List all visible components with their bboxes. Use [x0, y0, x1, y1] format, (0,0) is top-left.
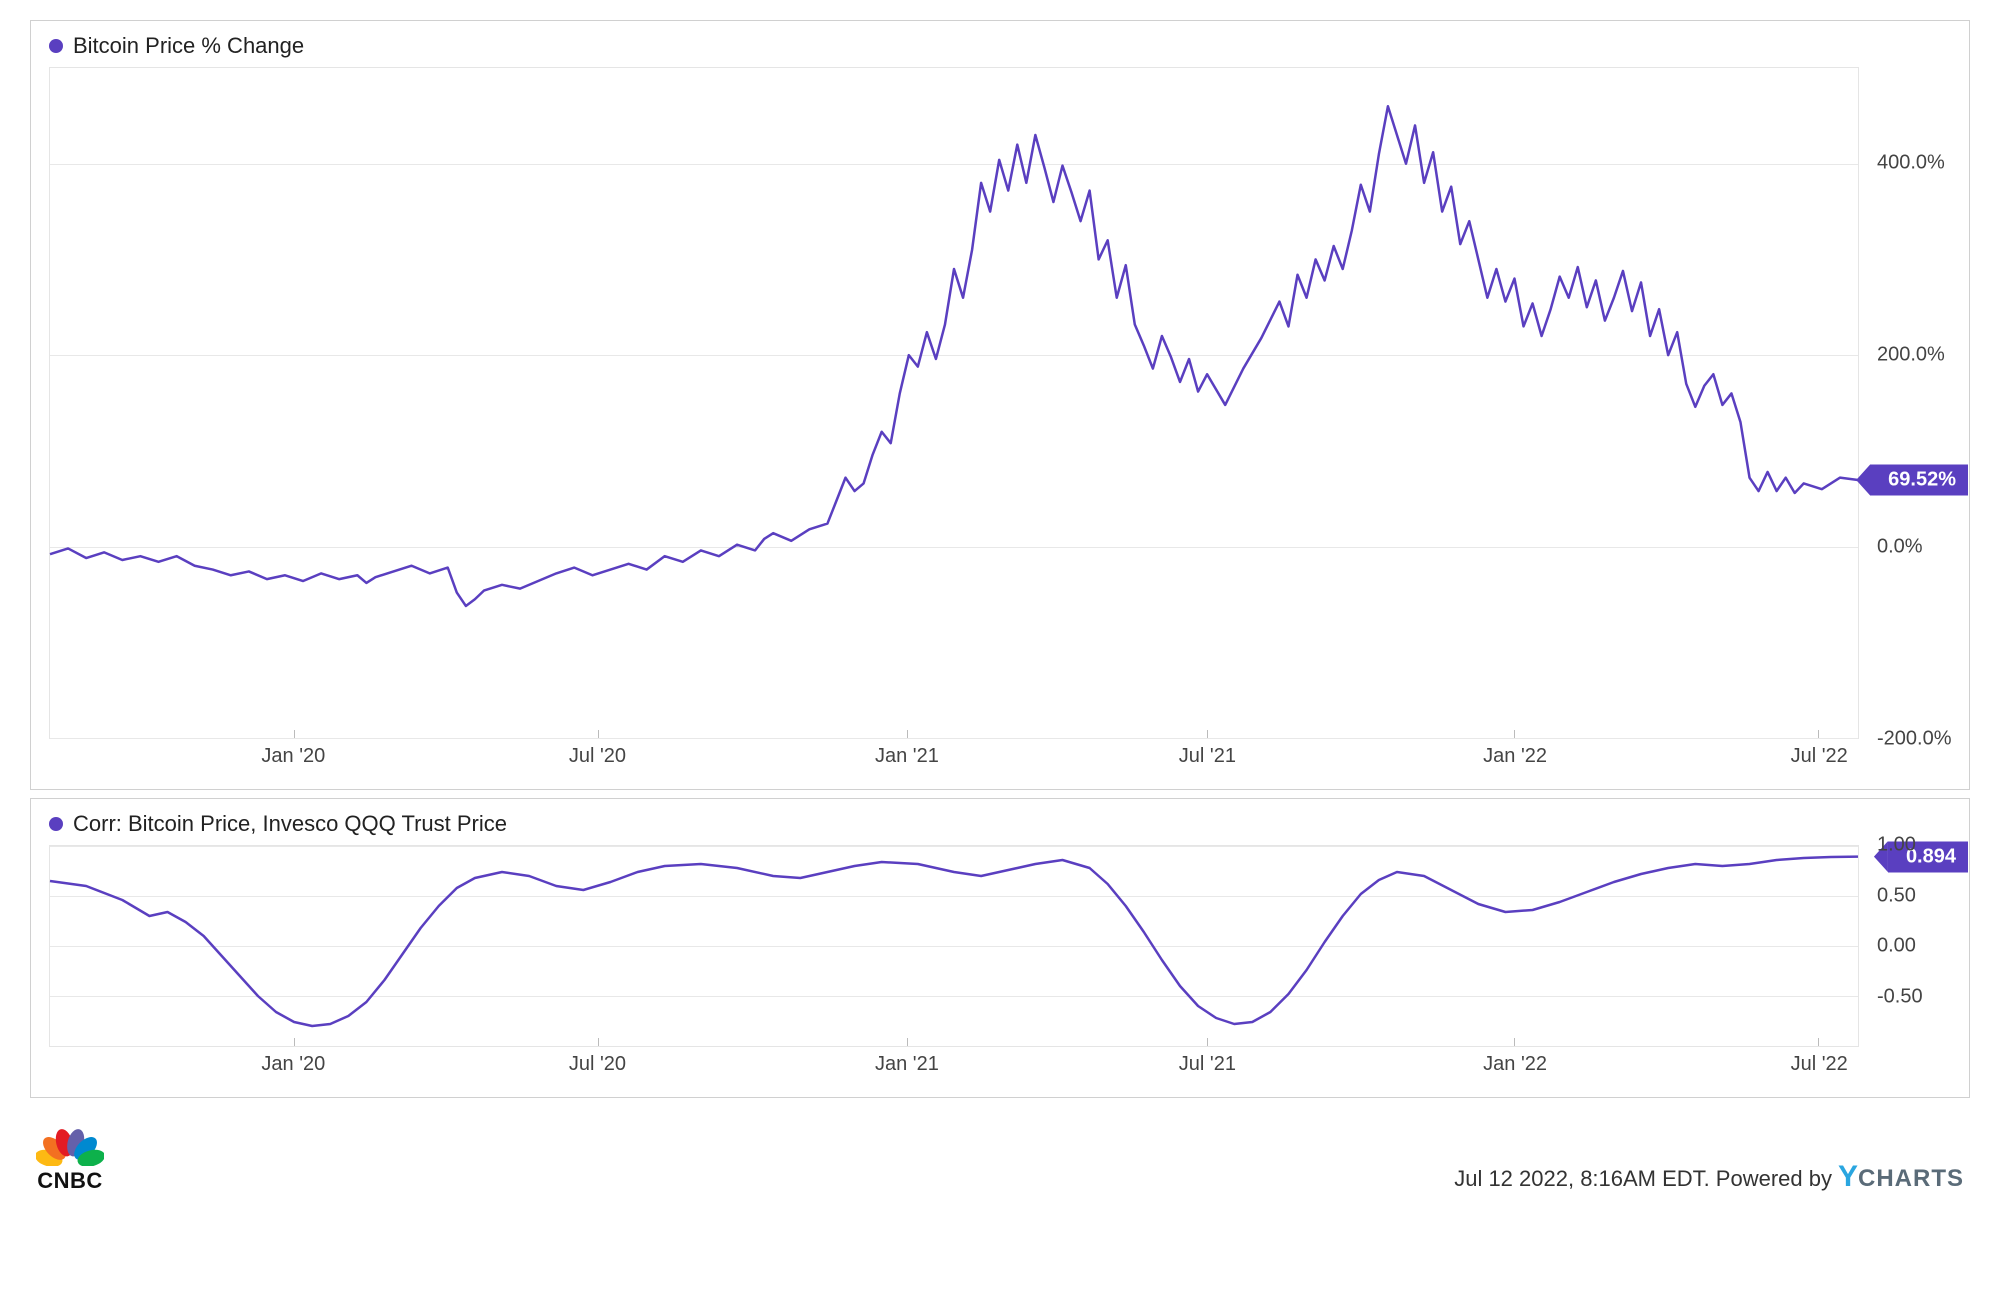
top-legend: Bitcoin Price % Change [31, 21, 1969, 63]
bottom-legend: Corr: Bitcoin Price, Invesco QQQ Trust P… [31, 799, 1969, 841]
bottom-legend-label: Corr: Bitcoin Price, Invesco QQQ Trust P… [73, 811, 507, 837]
x-tick-label: Jan '20 [261, 745, 325, 768]
cnbc-text: CNBC [37, 1168, 103, 1194]
x-tick-label: Jul '20 [569, 1053, 626, 1076]
chart-footer: CNBC Jul 12 2022, 8:16AM EDT. Powered by… [30, 1118, 1970, 1194]
bottom-y-axis: -0.500.000.501.00 [1869, 845, 1969, 1047]
y-tick-label: 1.00 [1877, 834, 1916, 857]
ycharts-rest: CHARTS [1858, 1165, 1964, 1193]
top-x-axis: Jan '20 Jul '20 Jan '21 Jul '21 Jan '22 Jul '… [49, 745, 1859, 781]
bottom-legend-dot [49, 817, 63, 831]
y-tick-label: 0.50 [1877, 884, 1916, 907]
x-tick-label: Jul '22 [1791, 1053, 1848, 1076]
x-tick-label: Jan '21 [875, 745, 939, 768]
x-tick-label: Jan '20 [261, 1053, 325, 1076]
peacock-icon [36, 1128, 104, 1166]
cnbc-logo: CNBC [36, 1128, 104, 1194]
y-tick-label: -0.50 [1877, 985, 1923, 1008]
x-tick-label: Jan '22 [1483, 1053, 1547, 1076]
top-legend-label: Bitcoin Price % Change [73, 33, 304, 59]
bottom-x-axis: Jan '20 Jul '20 Jan '21 Jul '21 Jan '22 Jul '… [49, 1053, 1859, 1089]
bottom-chart: Corr: Bitcoin Price, Invesco QQQ Trust P… [30, 798, 1970, 1098]
ycharts-logo: YCHARTS [1838, 1160, 1964, 1194]
top-y-axis: -200.0%0.0%200.0%400.0% [1869, 67, 1969, 739]
x-tick-label: Jul '21 [1179, 1053, 1236, 1076]
y-tick-label: 200.0% [1877, 344, 1945, 367]
bottom-plot-area: 0.894 [49, 845, 1859, 1047]
ycharts-y: Y [1838, 1160, 1858, 1194]
footer-right: Jul 12 2022, 8:16AM EDT. Powered by YCHA… [1454, 1160, 1964, 1194]
y-tick-label: 0.00 [1877, 935, 1916, 958]
footer-powered-by: Powered by [1716, 1166, 1832, 1192]
x-tick-label: Jul '22 [1791, 745, 1848, 768]
y-tick-label: 400.0% [1877, 152, 1945, 175]
top-line-svg [50, 68, 1858, 738]
y-tick-label: 0.0% [1877, 536, 1923, 559]
top-plot-area: 69.52% [49, 67, 1859, 739]
top-chart: Bitcoin Price % Change 69.52% -200.0% 0.0… [30, 20, 1970, 790]
x-tick-label: Jul '20 [569, 745, 626, 768]
y-tick-label: -200.0% [1877, 728, 1952, 751]
x-tick-label: Jan '21 [875, 1053, 939, 1076]
x-tick-label: Jan '22 [1483, 745, 1547, 768]
footer-timestamp: Jul 12 2022, 8:16AM EDT. [1454, 1166, 1710, 1192]
top-legend-dot [49, 39, 63, 53]
x-tick-label: Jul '21 [1179, 745, 1236, 768]
bottom-line-svg [50, 846, 1858, 1046]
